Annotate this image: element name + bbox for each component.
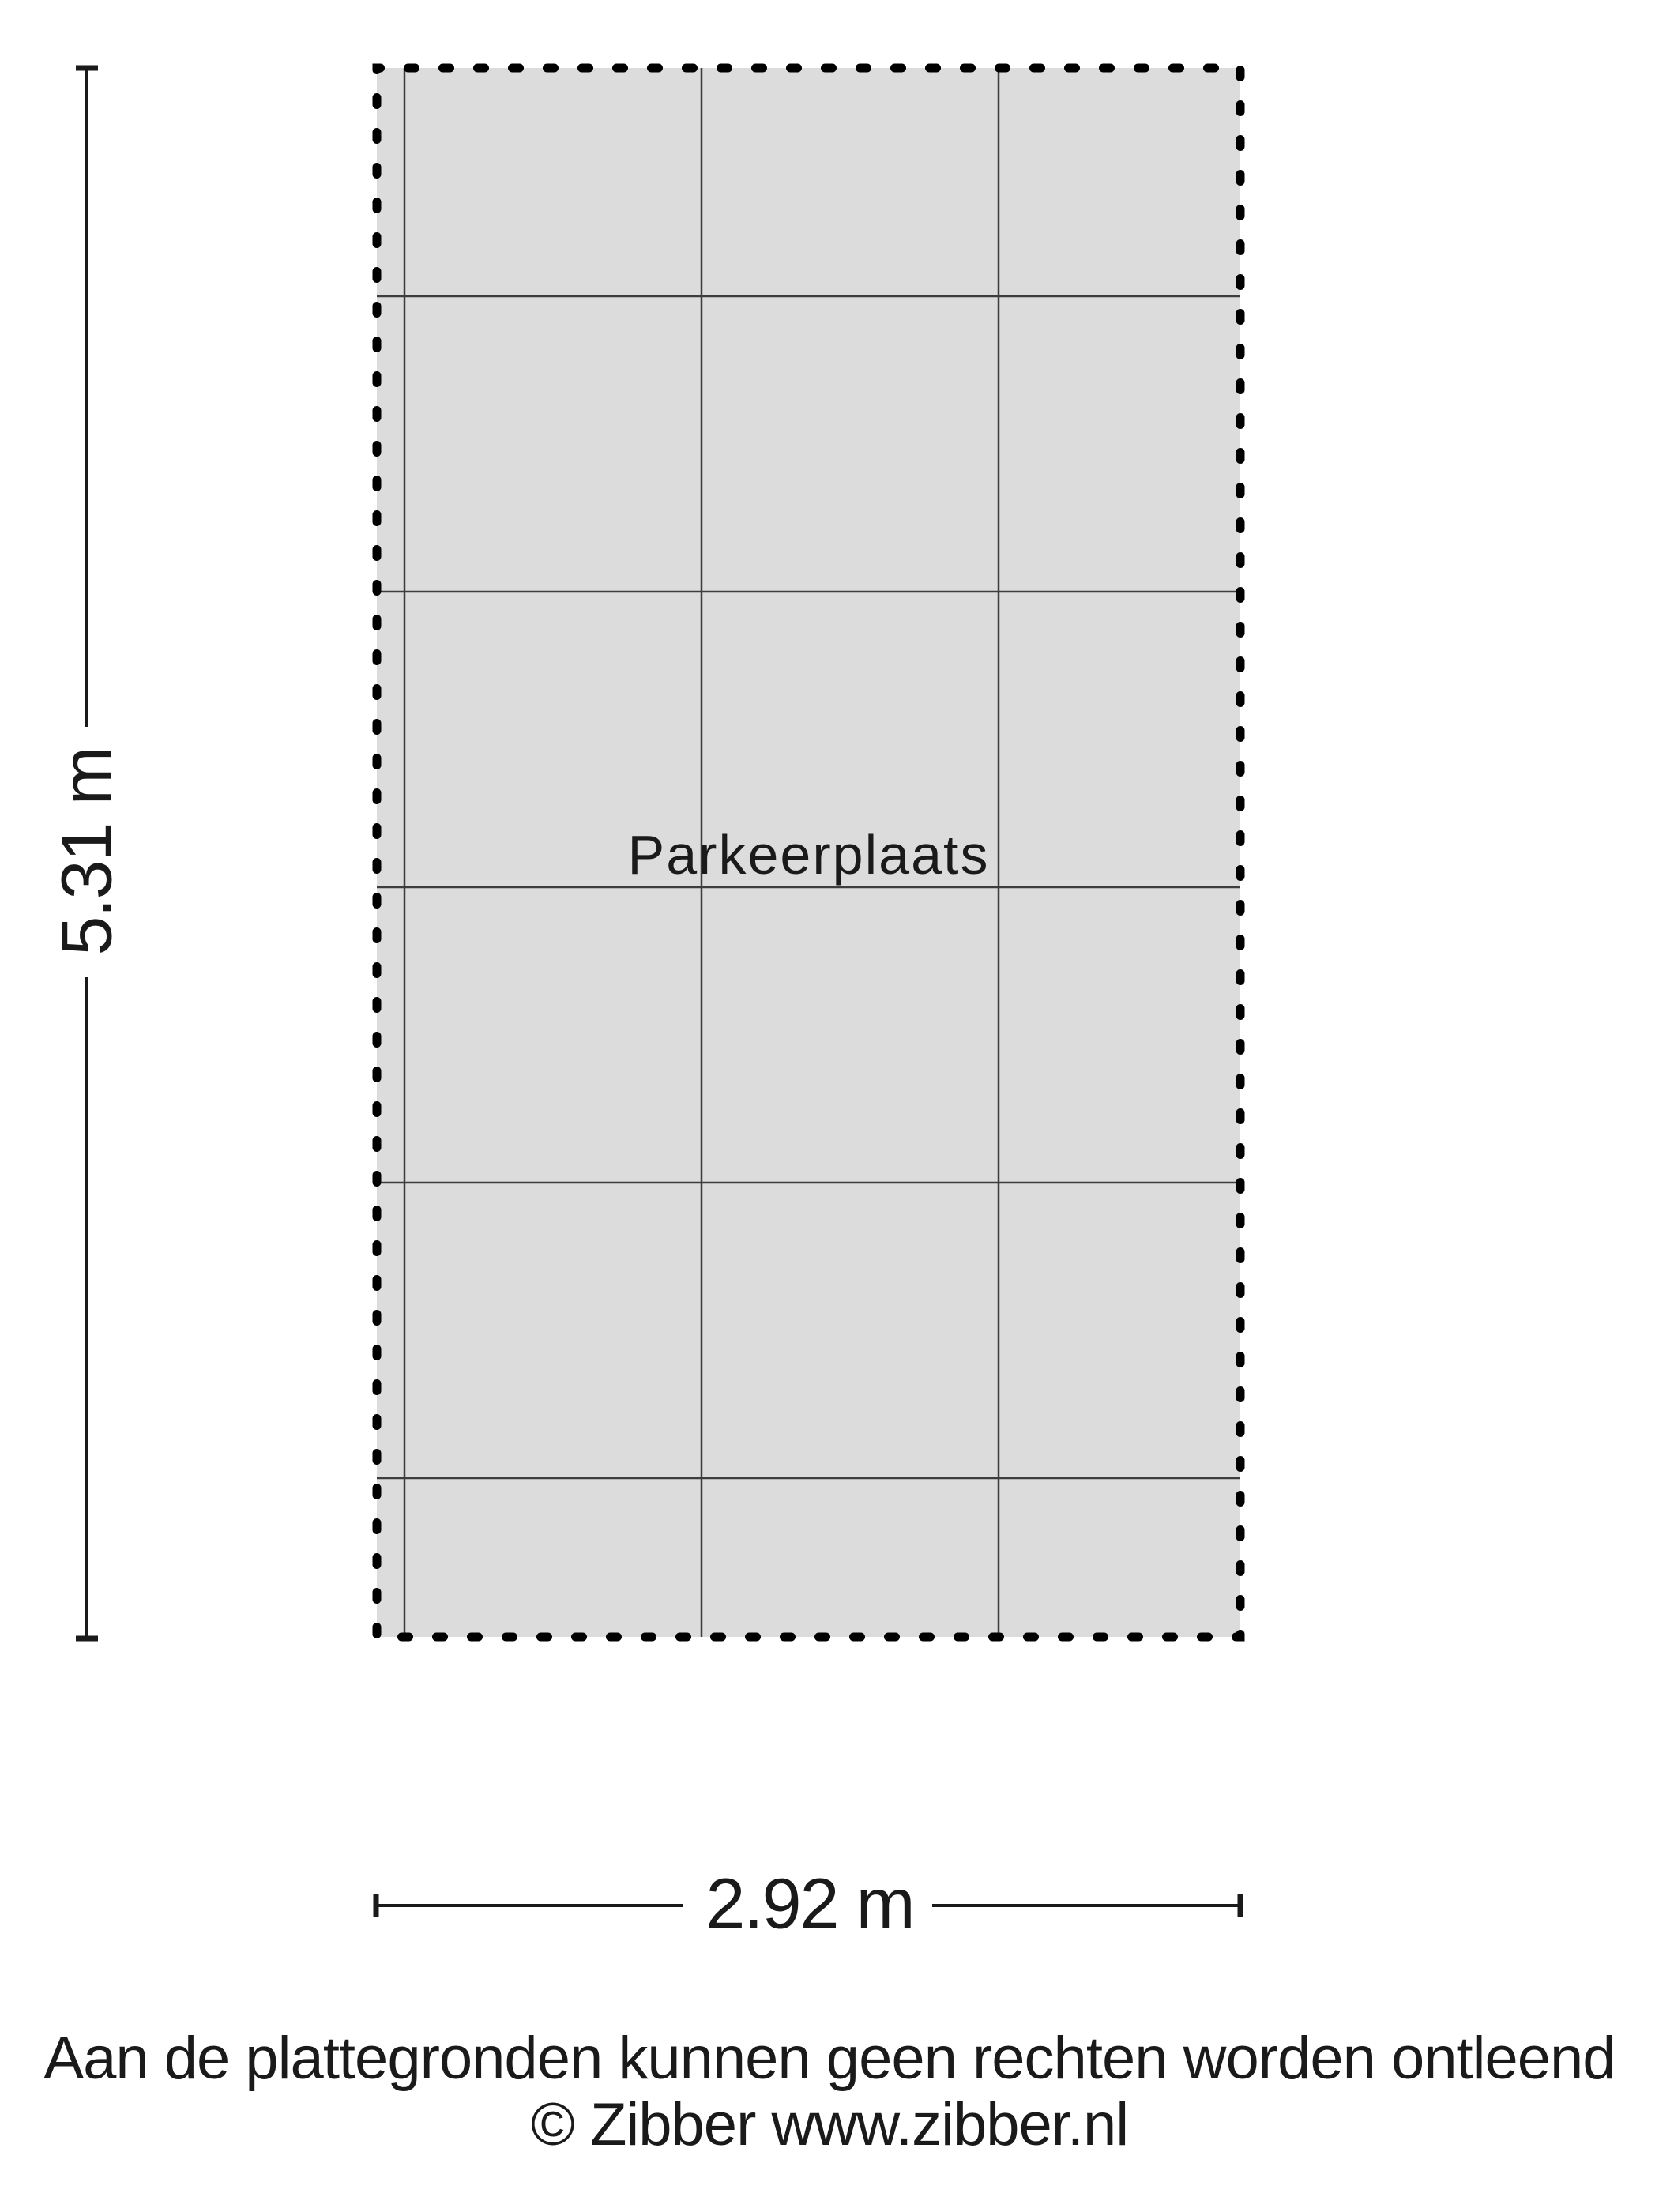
room-label: Parkeerplaats [627,824,990,886]
copyright-text: © Zibber www.zibber.nl [530,2091,1129,2158]
height-dimension-label: 5.31 m [47,747,127,956]
parking-area-fill [377,68,1240,1637]
height-dimension-line [76,65,98,1642]
tile-grid [377,68,1240,1637]
width-dimension-line [373,1894,1243,1917]
footer: Aan de plattegronden kunnen geen rechten… [0,2026,1659,2158]
width-dimension-label: 2.92 m [705,1864,915,1944]
disclaimer-text: Aan de plattegronden kunnen geen rechten… [43,2025,1616,2092]
